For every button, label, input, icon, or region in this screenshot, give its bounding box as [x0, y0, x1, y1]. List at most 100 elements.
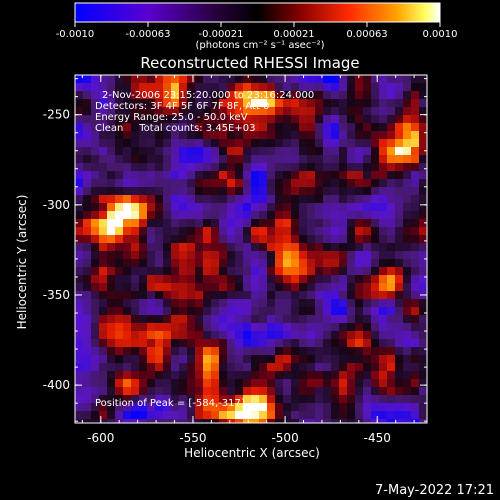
image-pixel	[203, 75, 211, 83]
image-pixel	[203, 275, 211, 283]
image-pixel	[139, 187, 147, 195]
image-pixel	[243, 419, 251, 423]
image-pixel	[107, 403, 115, 411]
image-pixel	[155, 403, 163, 411]
image-pixel	[347, 403, 355, 411]
image-pixel	[267, 123, 275, 131]
image-pixel	[219, 331, 227, 339]
image-pixel	[227, 219, 235, 227]
image-pixel	[163, 307, 171, 315]
image-pixel	[419, 203, 427, 211]
image-pixel	[251, 419, 259, 423]
image-pixel	[171, 139, 179, 147]
image-pixel	[291, 171, 299, 179]
image-pixel	[171, 91, 179, 99]
image-pixel	[179, 379, 187, 387]
image-pixel	[339, 163, 347, 171]
image-pixel	[179, 323, 187, 331]
image-pixel	[147, 315, 155, 323]
image-pixel	[155, 243, 163, 251]
image-pixel	[235, 75, 243, 83]
image-pixel	[91, 419, 99, 423]
y-tick-label: -250	[43, 108, 70, 122]
image-pixel	[195, 339, 203, 347]
image-pixel	[251, 251, 259, 259]
image-pixel	[379, 379, 387, 387]
image-pixel	[235, 179, 243, 187]
image-pixel	[227, 371, 235, 379]
image-pixel	[355, 339, 363, 347]
image-pixel	[163, 243, 171, 251]
image-pixel	[371, 387, 379, 395]
image-pixel	[331, 131, 339, 139]
image-pixel	[267, 403, 275, 411]
image-pixel	[267, 259, 275, 267]
image-pixel	[131, 171, 139, 179]
image-pixel	[235, 243, 243, 251]
image-pixel	[187, 107, 195, 115]
image-pixel	[99, 195, 107, 203]
image-pixel	[195, 195, 203, 203]
image-pixel	[403, 195, 411, 203]
image-pixel	[387, 235, 395, 243]
image-pixel	[227, 131, 235, 139]
image-pixel	[243, 307, 251, 315]
image-pixel	[315, 251, 323, 259]
image-pixel	[243, 179, 251, 187]
image-pixel	[371, 147, 379, 155]
image-pixel	[107, 155, 115, 163]
image-pixel	[299, 83, 307, 91]
colorbar-gradient	[74, 2, 441, 23]
image-pixel	[259, 315, 267, 323]
image-pixel	[227, 355, 235, 363]
image-pixel	[115, 315, 123, 323]
image-pixel	[387, 259, 395, 267]
image-pixel	[195, 387, 203, 395]
image-pixel	[243, 347, 251, 355]
image-pixel	[275, 147, 283, 155]
image-pixel	[331, 259, 339, 267]
image-pixel	[355, 107, 363, 115]
image-pixel	[235, 355, 243, 363]
image-pixel	[123, 387, 131, 395]
image-pixel	[331, 115, 339, 123]
image-pixel	[251, 347, 259, 355]
image-pixel	[339, 275, 347, 283]
image-pixel	[331, 355, 339, 363]
image-pixel	[75, 323, 83, 331]
image-pixel	[243, 323, 251, 331]
image-pixel	[291, 339, 299, 347]
image-pixel	[179, 139, 187, 147]
image-pixel	[339, 315, 347, 323]
image-pixel	[275, 195, 283, 203]
image-pixel	[315, 339, 323, 347]
image-pixel	[83, 379, 91, 387]
image-pixel	[243, 163, 251, 171]
image-pixel	[147, 347, 155, 355]
image-pixel	[283, 123, 291, 131]
image-pixel	[171, 323, 179, 331]
image-pixel	[251, 387, 259, 395]
image-pixel	[131, 139, 139, 147]
image-pixel	[267, 99, 275, 107]
image-pixel	[355, 379, 363, 387]
image-pixel	[75, 219, 83, 227]
image-pixel	[291, 283, 299, 291]
image-pixel	[355, 75, 363, 83]
image-pixel	[155, 283, 163, 291]
image-pixel	[275, 419, 283, 423]
image-pixel	[387, 243, 395, 251]
image-pixel	[355, 275, 363, 283]
image-pixel	[315, 419, 323, 423]
image-pixels	[75, 75, 427, 423]
image-pixel	[315, 299, 323, 307]
image-pixel	[363, 107, 371, 115]
image-pixel	[259, 347, 267, 355]
image-pixel	[243, 91, 251, 99]
image-pixel	[171, 355, 179, 363]
image-pixel	[419, 395, 427, 403]
image-pixel	[347, 163, 355, 171]
image-pixel	[187, 171, 195, 179]
image-pixel	[363, 403, 371, 411]
image-pixel	[411, 171, 419, 179]
